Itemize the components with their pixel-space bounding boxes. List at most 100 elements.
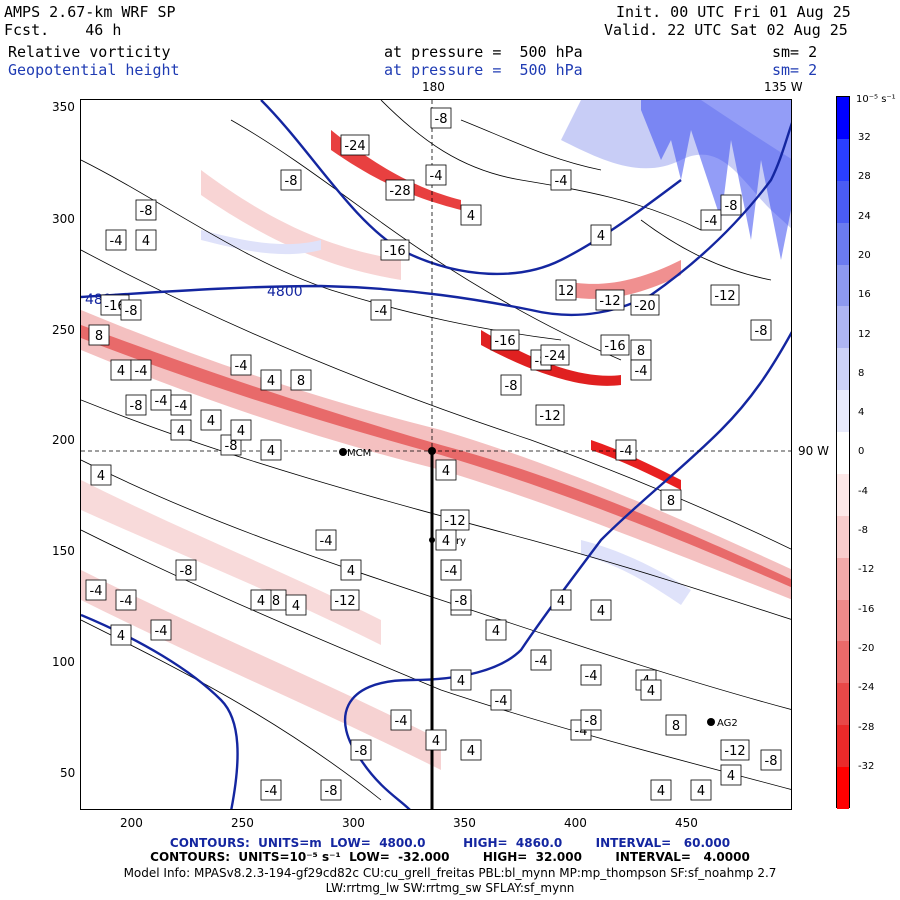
contour-label: 4	[267, 374, 275, 389]
colorbar-swatch	[837, 725, 849, 768]
contour-label: -12	[444, 514, 465, 529]
contour-label-box	[490, 689, 512, 711]
contour-label-box	[550, 589, 572, 611]
colorbar-label: -28	[858, 721, 875, 733]
lon-90w-label: 90 W	[798, 444, 829, 458]
contour-label: 4	[432, 734, 440, 749]
colorbar-swatch	[837, 641, 849, 684]
x-tick-300: 300	[342, 816, 365, 830]
colorbar-swatch	[837, 306, 849, 349]
y-tick-200: 200	[52, 433, 75, 447]
y-tick-50: 50	[60, 766, 76, 780]
station-mcm-marker	[339, 448, 347, 456]
contour-label: -8	[725, 199, 738, 214]
station-ag2-marker	[707, 718, 715, 726]
station-henry-marker	[429, 537, 435, 543]
contour-label: -12	[714, 289, 735, 304]
contour-label-box	[590, 224, 612, 246]
footer-vorticity-contours: CONTOURS: UNITS=10⁻⁵ s⁻¹ LOW= -32.000 HI…	[150, 850, 750, 864]
contour-label-box	[750, 319, 772, 341]
contour-label-box	[440, 559, 462, 581]
contour-label-box	[320, 779, 342, 801]
y-tick-350: 350	[52, 100, 75, 114]
contour-label-box	[630, 359, 652, 381]
contour-label-box	[380, 239, 410, 261]
colorbar-unit: 10⁻⁵ s⁻¹	[856, 94, 896, 105]
contour-label: -24	[544, 349, 565, 364]
contour-label-box	[580, 709, 602, 731]
contour-label: -8	[755, 324, 768, 339]
contour-label: -16	[384, 244, 405, 259]
contour-label: -8	[225, 439, 238, 454]
lon-135w-label: 135 W	[764, 80, 803, 94]
contour-label: 4	[142, 234, 150, 249]
contour-label-box	[590, 599, 612, 621]
contour-label: -4	[265, 784, 278, 799]
contour-label: 4	[347, 564, 355, 579]
contour-label-box	[485, 619, 507, 641]
contour-label: -8	[455, 594, 468, 609]
colorbar-swatch	[837, 97, 849, 139]
negative-vorticity-shading	[81, 130, 791, 770]
contour-label: 4	[207, 414, 215, 429]
contour-label-box	[435, 459, 457, 481]
contour-label-box	[105, 229, 127, 251]
contour-label: -8	[585, 714, 598, 729]
contour-label: -8	[505, 379, 518, 394]
contour-label-box	[170, 394, 192, 416]
contour-label-box	[460, 204, 482, 226]
contour-label-box	[535, 404, 565, 426]
contour-label: -20	[634, 299, 655, 314]
contour-label-box	[600, 334, 630, 356]
contour-label: -28	[389, 184, 410, 199]
colorbar-swatch	[837, 138, 849, 181]
contour-label-box	[460, 739, 482, 761]
footer-model-info: Model Info: MPASv8.2.3-194-gf29cd82c CU:…	[123, 866, 777, 880]
field-geopotential: Geopotential height	[8, 61, 180, 79]
smoothing-1: sm= 2	[772, 43, 818, 61]
colorbar-label: -12	[858, 564, 875, 576]
contour-label-box	[340, 134, 370, 156]
contour-label: 4	[697, 784, 705, 799]
colorbar-swatch	[837, 767, 849, 809]
contour-label: -4	[375, 304, 388, 319]
contour-label-box	[580, 664, 602, 686]
contour-label: -4	[155, 624, 168, 639]
contour-label-box	[340, 559, 362, 581]
contour-label: -4	[445, 564, 458, 579]
contour-label-box	[615, 439, 637, 461]
contour-label-box	[425, 729, 447, 751]
contour-label: 12	[558, 284, 575, 299]
colorbar-swatch	[837, 180, 849, 223]
contour-label: 4	[457, 674, 465, 689]
contour-label: -24	[344, 139, 365, 154]
contour-label-box	[170, 419, 192, 441]
contour-label-box	[630, 294, 660, 316]
contour-label-box	[430, 107, 452, 129]
contour-label-box	[425, 164, 447, 186]
colorbar-label: -8	[858, 525, 868, 536]
colorbar-label: 8	[858, 367, 865, 379]
contour-label-box	[720, 764, 742, 786]
contour-label: -4	[120, 594, 133, 609]
colorbar	[836, 96, 850, 809]
contour-label: 4	[117, 629, 125, 644]
colorbar-label: 16	[858, 289, 871, 301]
contour-label: -8	[130, 399, 143, 414]
colorbar-swatch	[837, 264, 849, 307]
contour-label: -4	[535, 654, 548, 669]
contour-label-box	[315, 529, 337, 551]
contour-label: 4	[292, 599, 300, 614]
contour-label: -4	[235, 359, 248, 374]
colorbar-swatch	[837, 557, 849, 600]
contour-label-box	[530, 649, 552, 671]
contour-label-box	[250, 589, 272, 611]
contour-label-box	[540, 344, 570, 366]
contour-label: -4	[395, 714, 408, 729]
x-tick-200: 200	[120, 816, 143, 830]
contour-label: 4	[597, 604, 605, 619]
y-tick-150: 150	[52, 544, 75, 558]
contour-label: -8	[765, 754, 778, 769]
contour-label: 4	[557, 594, 565, 609]
colorbar-swatch	[837, 348, 849, 391]
